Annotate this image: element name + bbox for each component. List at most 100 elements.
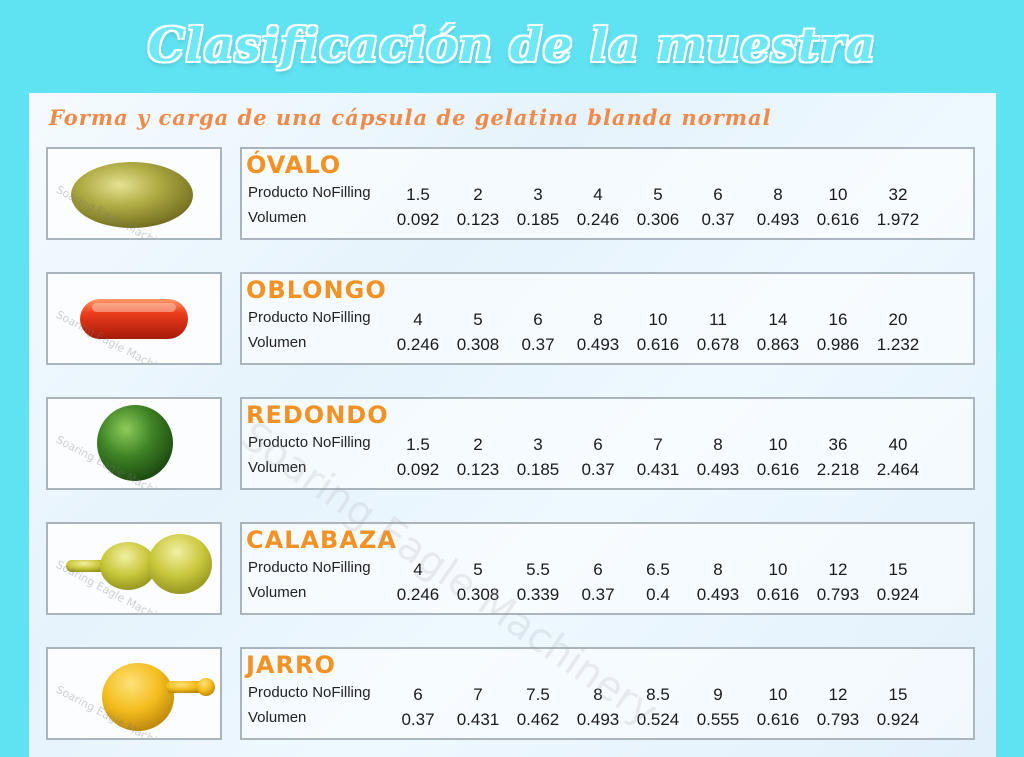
product-value: 5: [473, 310, 483, 329]
volume-value: 0.306: [636, 210, 680, 229]
volume-value: 0.092: [396, 460, 440, 479]
product-value: 12: [828, 685, 848, 704]
volume-value: 0.092: [396, 210, 440, 229]
product-value: 7.5: [526, 685, 550, 704]
product-value: 1.5: [406, 435, 430, 454]
product-value: 8: [593, 685, 603, 704]
product-value: 10: [768, 435, 788, 454]
volume-value: 0.246: [396, 585, 440, 604]
product-value: 40: [888, 435, 908, 454]
shape-name: CALABAZA: [246, 526, 397, 554]
volume-value: 0.37: [701, 210, 735, 229]
oval-capsule-icon: [71, 162, 193, 228]
product-value: 8: [773, 185, 783, 204]
volume-value: 0.493: [576, 710, 620, 729]
shape-name: OBLONGO: [246, 276, 387, 304]
volume-value: 0.462: [516, 710, 560, 729]
volume-value: 0.863: [756, 335, 800, 354]
product-value: 1.5: [406, 185, 430, 204]
info-box: JARRO Producto NoFilling Volumen 6 7 7.5…: [240, 647, 975, 740]
volume-label: Volumen: [248, 334, 307, 351]
product-value: 11: [709, 310, 727, 329]
product-value: 8.5: [646, 685, 670, 704]
volume-value: 0.678: [696, 335, 740, 354]
volume-value: 0.431: [456, 710, 500, 729]
image-box: Soaring Eagle Machinery: [46, 397, 222, 490]
volume-value: 0.185: [516, 210, 560, 229]
volume-label: Volumen: [248, 459, 307, 476]
product-value: 6: [593, 560, 603, 579]
product-label: Producto NoFilling: [248, 684, 371, 701]
product-value: 8: [593, 310, 603, 329]
volume-value: 2.464: [876, 460, 920, 479]
product-value: 9: [713, 685, 723, 704]
volume-values: 0.092 0.123 0.185 0.37 0.431 0.493 0.616…: [388, 460, 948, 484]
info-box: ÓVALO Producto NoFilling Volumen 1.5 2 3…: [240, 147, 975, 240]
product-label: Producto NoFilling: [248, 309, 371, 326]
volume-value: 0.246: [576, 210, 620, 229]
jar-capsule-icon: [102, 663, 215, 731]
volume-value: 0.37: [581, 585, 615, 604]
volume-value: 0.185: [516, 460, 560, 479]
product-values: 4 5 5.5 6 6.5 8 10 12 15: [388, 560, 948, 584]
shape-name: REDONDO: [246, 401, 389, 429]
volume-value: 0.493: [696, 460, 740, 479]
volume-value: 0.308: [456, 585, 500, 604]
product-value: 14: [768, 310, 788, 329]
volume-value: 0.616: [636, 335, 680, 354]
volume-value: 0.924: [876, 710, 920, 729]
info-box: CALABAZA Producto NoFilling Volumen 4 5 …: [240, 522, 975, 615]
volume-value: 0.616: [756, 710, 800, 729]
product-label: Producto NoFilling: [248, 434, 371, 451]
product-value: 6: [713, 185, 723, 204]
volume-value: 2.218: [816, 460, 860, 479]
shape-row-round: Soaring Eagle Machinery REDONDO Producto…: [29, 397, 996, 493]
product-value: 3: [533, 435, 543, 454]
volume-value: 0.524: [636, 710, 680, 729]
volume-value: 0.493: [576, 335, 620, 354]
shape-name: ÓVALO: [246, 151, 342, 179]
oblong-capsule-icon: [80, 299, 188, 339]
shape-row-oval: Soaring Eagle Machinery ÓVALO Producto N…: [29, 147, 996, 243]
volume-value: 1.972: [876, 210, 920, 229]
product-value: 3: [533, 185, 543, 204]
product-value: 6.5: [646, 560, 670, 579]
volume-label: Volumen: [248, 209, 307, 226]
product-value: 5: [473, 560, 483, 579]
product-value: 2: [473, 435, 483, 454]
product-value: 10: [828, 185, 848, 204]
volume-value: 0.123: [456, 210, 500, 229]
volume-value: 0.986: [816, 335, 860, 354]
round-capsule-icon: [97, 405, 173, 481]
shape-name: JARRO: [246, 651, 336, 679]
volume-value: 0.431: [636, 460, 680, 479]
product-value: 6: [533, 310, 543, 329]
product-value: 15: [888, 560, 908, 579]
image-box: Soaring Eagle Machinery: [46, 522, 222, 615]
product-value: 32: [888, 185, 908, 204]
product-value: 8: [713, 560, 723, 579]
product-value: 15: [888, 685, 908, 704]
product-label: Producto NoFilling: [248, 184, 371, 201]
volume-values: 0.37 0.431 0.462 0.493 0.524 0.555 0.616…: [388, 710, 948, 734]
product-value: 4: [413, 310, 423, 329]
product-values: 4 5 6 8 10 11 14 16 20: [388, 310, 948, 334]
image-box: Soaring Eagle Machinery: [46, 272, 222, 365]
image-box: Soaring Eagle Machinery: [46, 147, 222, 240]
product-value: 2: [473, 185, 483, 204]
volume-value: 0.924: [876, 585, 920, 604]
product-values: 6 7 7.5 8 8.5 9 10 12 15: [388, 685, 948, 709]
volume-value: 0.246: [396, 335, 440, 354]
product-value: 5: [653, 185, 663, 204]
product-value: 7: [653, 435, 663, 454]
volume-value: 0.793: [816, 710, 860, 729]
volume-value: 0.793: [816, 585, 860, 604]
product-value: 6: [593, 435, 603, 454]
volume-values: 0.246 0.308 0.37 0.493 0.616 0.678 0.863…: [388, 335, 948, 359]
volume-value: 0.308: [456, 335, 500, 354]
volume-value: 0.616: [756, 585, 800, 604]
product-value: 5.5: [526, 560, 550, 579]
product-value: 16: [828, 310, 848, 329]
shape-row-jar: Soaring Eagle Machinery JARRO Producto N…: [29, 647, 996, 743]
volume-value: 0.4: [646, 585, 670, 604]
